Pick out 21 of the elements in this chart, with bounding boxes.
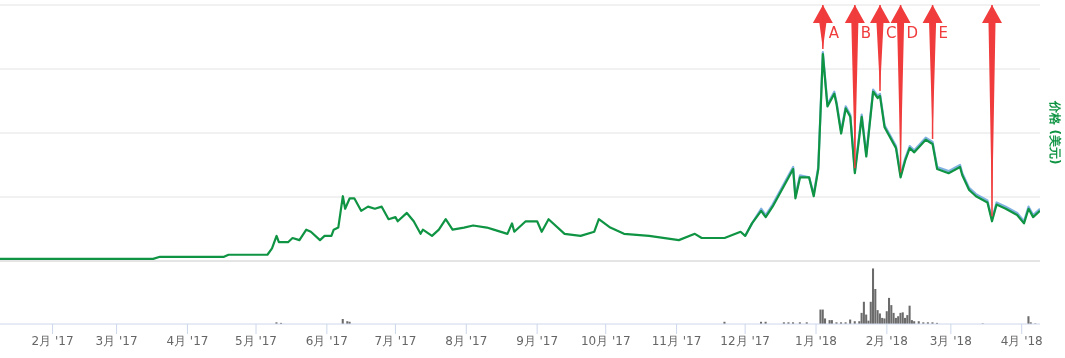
ref-line-label: D bbox=[906, 24, 919, 42]
ref-line-label: C bbox=[886, 24, 897, 42]
x-tick-label: 3月 '17 bbox=[95, 333, 138, 348]
x-tick-label: 1月 '18 bbox=[794, 333, 838, 348]
x-tick-label: 2月 '18 bbox=[865, 333, 908, 348]
x-tick-label: 3月 '18 bbox=[929, 333, 972, 348]
y-axis-title: 价格 (美元) bbox=[1048, 100, 1062, 165]
x-tick-label: 5月 '17 bbox=[234, 333, 278, 348]
x-tick-label: 9月 '17 bbox=[516, 333, 559, 348]
x-tick-label: 4月 '17 bbox=[166, 333, 209, 348]
ref-line-label: A bbox=[828, 24, 840, 42]
x-tick-label: 10月 '17 bbox=[580, 333, 631, 348]
x-tick-label: 8月 '17 bbox=[445, 333, 488, 348]
x-tick-label: 2月 '17 bbox=[31, 333, 74, 348]
x-tick-label: 6月 '17 bbox=[305, 333, 348, 348]
x-tick-label: 7月 '17 bbox=[374, 333, 417, 348]
x-tick-label: 4月 '18 bbox=[1000, 333, 1043, 348]
ref-line-label: B bbox=[860, 24, 872, 42]
x-tick-label: 11月 '17 bbox=[651, 333, 702, 348]
ref-line-label: E bbox=[938, 24, 949, 42]
x-tick-label: 12月 '17 bbox=[720, 333, 770, 348]
